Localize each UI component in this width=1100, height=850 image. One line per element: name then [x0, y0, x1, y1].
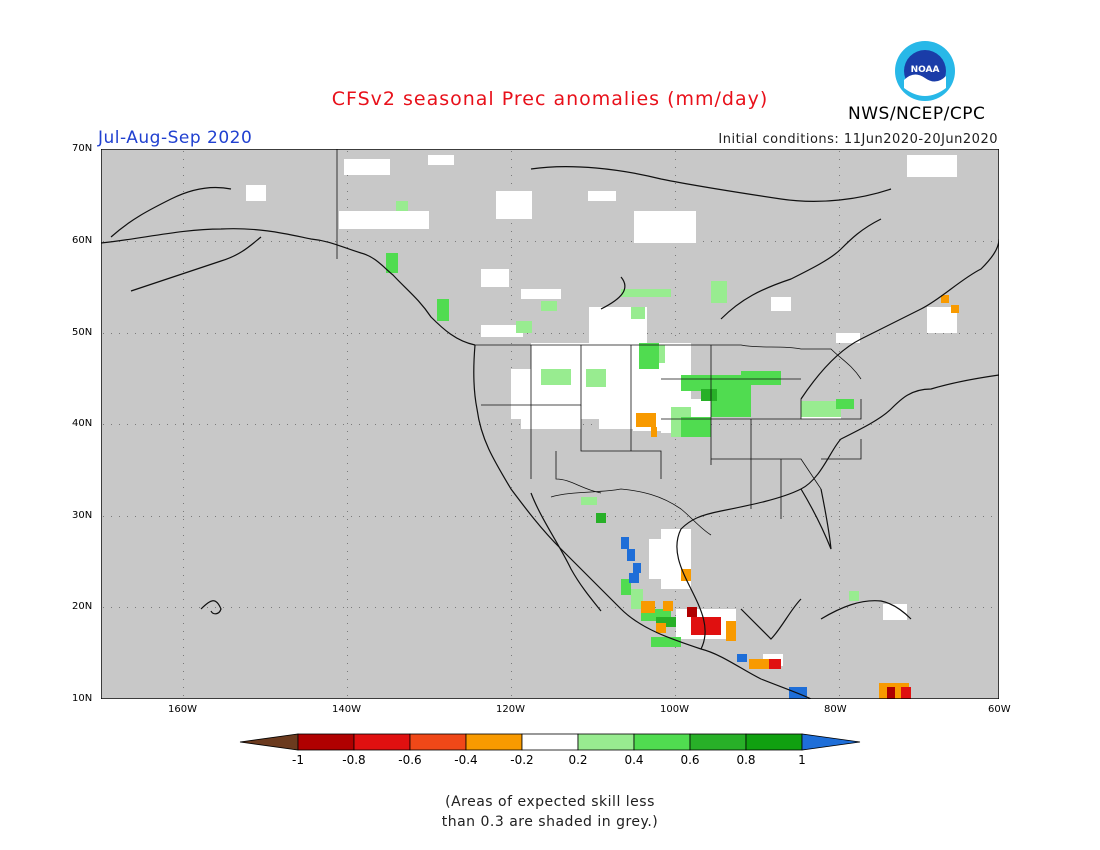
positive-anomaly-medium	[386, 253, 854, 647]
colorbar-box	[633, 733, 691, 751]
colorbar-tick-label: -0.8	[342, 753, 365, 767]
skill-footnote: (Areas of expected skill less than 0.3 a…	[0, 792, 1100, 832]
footnote-line: than 0.3 are shaded in grey.)	[441, 814, 659, 830]
colorbar-box	[689, 733, 747, 751]
colorbar-tick-label: -0.4	[454, 753, 477, 767]
negative-anomaly-medium	[691, 617, 911, 699]
lat-label: 60N	[72, 235, 93, 246]
agency-label: NWS/NCEP/CPC	[848, 104, 986, 124]
svg-text:NOAA: NOAA	[911, 65, 940, 75]
lat-label: 20N	[72, 601, 93, 612]
colorbar-box	[297, 733, 355, 751]
lon-label: 140W	[332, 704, 361, 715]
colorbar-tick-label: 0.2	[568, 753, 587, 767]
colorbar-box	[521, 733, 579, 751]
colorbar-tick-label: -0.2	[510, 753, 533, 767]
colorbar-box	[465, 733, 523, 751]
colorbar-arrow-high	[801, 733, 861, 751]
map-title: CFSv2 seasonal Prec anomalies (mm/day)	[331, 88, 769, 110]
precipitation-anomaly-map	[101, 149, 999, 699]
lon-label: 100W	[660, 704, 689, 715]
colorbar-box	[745, 733, 803, 751]
lon-label: 80W	[824, 704, 847, 715]
colorbar-tick-label: 0.6	[680, 753, 699, 767]
colorbar-box	[353, 733, 411, 751]
colorbar-arrow-low	[239, 733, 299, 751]
lat-label: 70N	[72, 143, 93, 154]
colorbar: -1 -0.8 -0.6 -0.4 -0.2 0.2 0.4 0.6 0.8 1	[239, 733, 861, 767]
lon-label: 120W	[496, 704, 525, 715]
colorbar-box	[577, 733, 635, 751]
lat-label: 40N	[72, 418, 93, 429]
lat-label: 50N	[72, 327, 93, 338]
colorbar-tick-label: 1	[798, 753, 806, 767]
initial-conditions-label: Initial conditions: 11Jun2020-20Jun2020	[718, 132, 998, 147]
positive-anomaly-strong	[596, 389, 717, 627]
lat-label: 10N	[72, 693, 93, 704]
coastlines	[101, 166, 999, 699]
lon-label: 160W	[168, 704, 197, 715]
negative-anomaly-strong	[687, 607, 895, 699]
lon-label: 60W	[988, 704, 1011, 715]
colorbar-tick-label: 0.8	[736, 753, 755, 767]
noaa-logo: NOAA	[895, 41, 955, 101]
colorbar-tick-label: 0.4	[624, 753, 643, 767]
colorbar-tick-label: -1	[292, 753, 304, 767]
colorbar-box	[409, 733, 467, 751]
season-label: Jul-Aug-Sep 2020	[98, 128, 253, 148]
lat-label: 30N	[72, 510, 93, 521]
footnote-line: (Areas of expected skill less	[445, 794, 655, 810]
colorbar-tick-label: -0.6	[398, 753, 421, 767]
political-borders	[336, 149, 862, 536]
